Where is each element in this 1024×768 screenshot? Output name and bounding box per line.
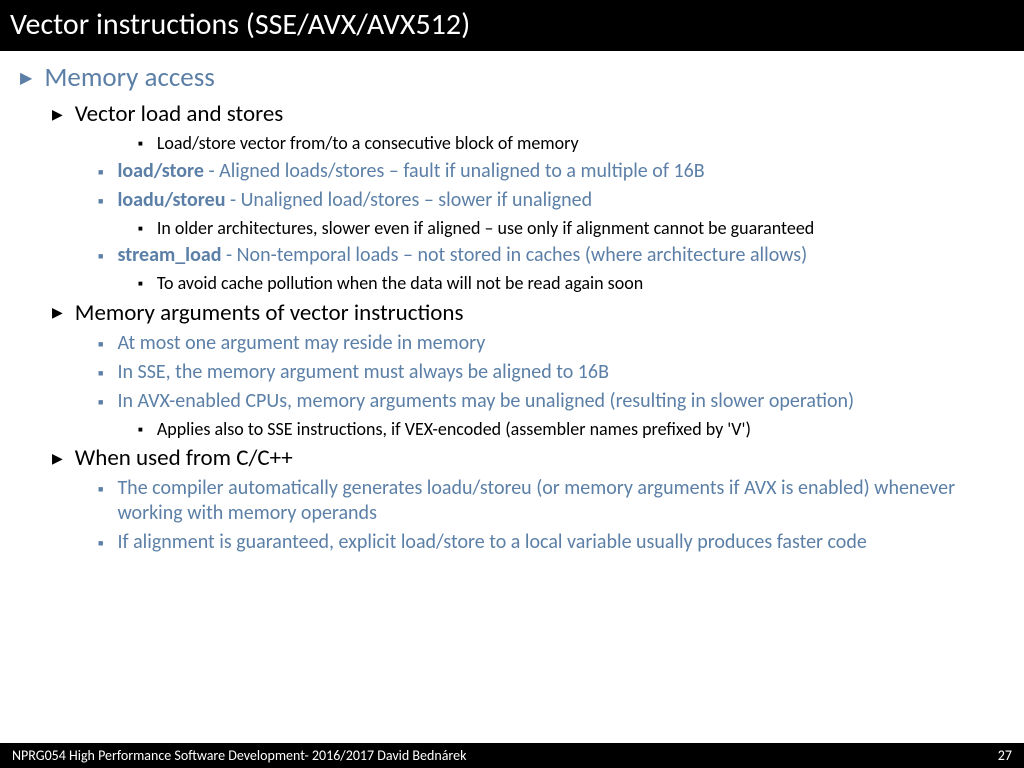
- subsection-text: Memory arguments of vector instructions: [75, 299, 464, 327]
- square-bullet-icon: ■: [98, 339, 103, 350]
- bullet-text: In older architectures, slower even if a…: [157, 217, 814, 240]
- square-bullet-icon: ■: [98, 397, 103, 408]
- footer-text: NPRG054 High Performance Software Develo…: [12, 747, 466, 764]
- bullet-item: ■ loadu/storeu - Unaligned load/stores – …: [98, 188, 1004, 213]
- bullet-item: ■ In AVX-enabled CPUs, memory arguments m…: [98, 389, 1004, 414]
- triangle-bullet-icon: ▶: [52, 106, 63, 123]
- bullet-item: ■ Applies also to SSE instructions, if VE…: [138, 418, 1004, 441]
- square-bullet-icon: ■: [138, 279, 143, 289]
- triangle-bullet-icon: ▶: [52, 450, 63, 467]
- page-number: 27: [998, 747, 1012, 764]
- bullet-item: ■ load/store - Aligned loads/stores – fau…: [98, 159, 1004, 184]
- subsection-heading: ▶ When used from C/C++: [52, 444, 1004, 472]
- bullet-item: ■ In SSE, the memory argument must always…: [98, 360, 1004, 385]
- square-bullet-icon: ■: [138, 224, 143, 234]
- bullet-text: load/store - Aligned loads/stores – faul…: [117, 159, 704, 184]
- bullet-text: Load/store vector from/to a consecutive …: [157, 132, 579, 155]
- bullet-item: ■ To avoid cache pollution when the data …: [138, 272, 1004, 295]
- bullet-item: ■ stream_load - Non-temporal loads – not …: [98, 243, 1004, 268]
- square-bullet-icon: ■: [98, 196, 103, 207]
- bullet-item: ■ If alignment is guaranteed, explicit lo…: [98, 530, 1004, 555]
- bullet-item: ■ At most one argument may reside in memo…: [98, 331, 1004, 356]
- section-heading: ▶ Memory access: [20, 61, 1004, 94]
- subsection-heading: ▶ Memory arguments of vector instruction…: [52, 299, 1004, 327]
- subsection-heading: ▶ Vector load and stores: [52, 100, 1004, 128]
- bullet-text: If alignment is guaranteed, explicit loa…: [117, 530, 866, 555]
- bullet-text: At most one argument may reside in memor…: [117, 331, 485, 356]
- bullet-item: ■ In older architectures, slower even if …: [138, 217, 1004, 240]
- slide-content: ▶ Memory access ▶ Vector load and stores…: [0, 51, 1024, 555]
- square-bullet-icon: ■: [138, 425, 143, 435]
- bullet-text: In SSE, the memory argument must always …: [117, 360, 609, 385]
- subsection-text: Vector load and stores: [75, 100, 284, 128]
- bullet-item: ■ Load/store vector from/to a consecutive…: [138, 132, 1004, 155]
- square-bullet-icon: ■: [98, 538, 103, 549]
- slide-footer: NPRG054 High Performance Software Develo…: [0, 743, 1024, 768]
- square-bullet-icon: ■: [98, 251, 103, 262]
- square-bullet-icon: ■: [138, 139, 143, 149]
- square-bullet-icon: ■: [98, 368, 103, 379]
- square-bullet-icon: ■: [98, 484, 103, 495]
- triangle-bullet-icon: ▶: [20, 68, 32, 88]
- slide-title-bar: Vector instructions (SSE/AVX/AVX512): [0, 0, 1024, 51]
- slide-title: Vector instructions (SSE/AVX/AVX512): [10, 6, 470, 43]
- subsection-text: When used from C/C++: [75, 444, 293, 472]
- bullet-text: In AVX-enabled CPUs, memory arguments ma…: [117, 389, 854, 414]
- bullet-text: loadu/storeu - Unaligned load/stores – s…: [117, 188, 592, 213]
- triangle-bullet-icon: ▶: [52, 304, 63, 321]
- bullet-text: The compiler automatically generates loa…: [117, 476, 1004, 526]
- bullet-item: ■ The compiler automatically generates lo…: [98, 476, 1004, 526]
- bullet-text: stream_load - Non-temporal loads – not s…: [117, 243, 807, 268]
- square-bullet-icon: ■: [98, 167, 103, 178]
- bullet-text: To avoid cache pollution when the data w…: [157, 272, 643, 295]
- section-text: Memory access: [44, 61, 215, 94]
- bullet-text: Applies also to SSE instructions, if VEX…: [157, 418, 751, 441]
